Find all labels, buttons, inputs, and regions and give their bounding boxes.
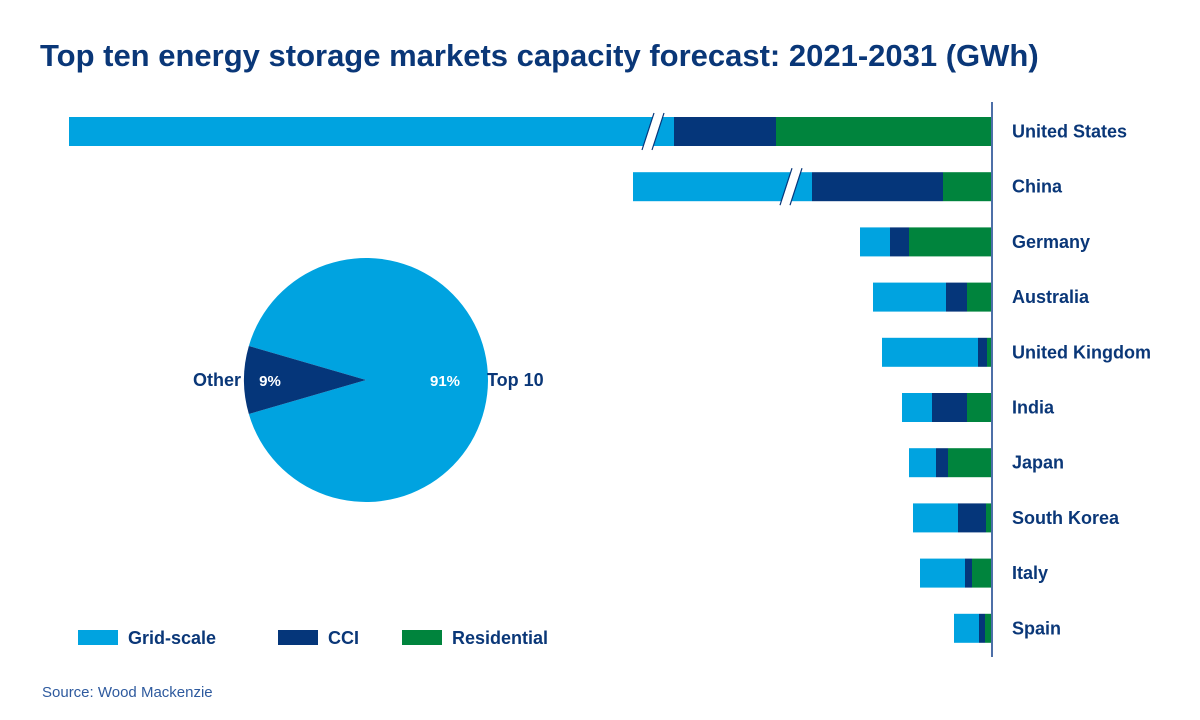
bar-grid-scale-south-korea	[913, 503, 958, 533]
category-label: United States	[1012, 122, 1127, 142]
bar-residential-japan	[948, 448, 992, 478]
category-label: Japan	[1012, 453, 1064, 473]
axis-break-mark	[641, 112, 655, 151]
bar-grid-scale-united-kingdom	[882, 337, 978, 367]
bar-cci-united-states	[674, 117, 776, 146]
bar-residential-united-kingdom	[987, 337, 992, 367]
pie-slice-other	[243, 345, 366, 415]
category-label: Australia	[1012, 287, 1090, 307]
legend-swatch-residential	[402, 630, 442, 645]
bar-cci-spain	[979, 613, 985, 643]
legend-swatch-grid-scale	[78, 630, 118, 645]
category-label: India	[1012, 398, 1055, 418]
category-label: China	[1012, 177, 1063, 197]
bar-grid-scale-germany	[860, 227, 890, 257]
category-label: Italy	[1012, 563, 1048, 583]
category-label: South Korea	[1012, 508, 1120, 528]
bar-residential-india	[967, 393, 992, 422]
bar-cci-japan	[936, 448, 948, 478]
bar-residential-australia	[967, 282, 992, 312]
bar-residential-spain	[985, 613, 992, 643]
bar-grid-scale-china	[633, 172, 812, 202]
bar-cci-australia	[946, 282, 967, 312]
bar-cci-india	[932, 393, 967, 422]
bar-residential-united-states	[776, 117, 992, 146]
category-label: Germany	[1012, 232, 1090, 252]
bar-grid-scale-india	[902, 393, 932, 422]
axis-break-gap	[780, 168, 802, 206]
category-label: United Kingdom	[1012, 342, 1151, 362]
bar-cci-united-kingdom	[978, 337, 987, 367]
chart-title: Top ten energy storage markets capacity …	[40, 38, 1039, 73]
legend-label-grid-scale: Grid-scale	[128, 628, 216, 648]
bar-grid-scale-spain	[954, 613, 979, 643]
legend-swatch-cci	[278, 630, 318, 645]
pie-label-top-10: Top 10	[487, 370, 544, 390]
axis-break-mark	[779, 168, 793, 206]
axis-break-gap	[642, 113, 664, 150]
bar-residential-china	[943, 172, 992, 202]
bar-residential-south-korea	[986, 503, 992, 533]
category-label: Spain	[1012, 618, 1061, 638]
legend-label-residential: Residential	[452, 628, 548, 648]
legend-label-cci: CCI	[328, 628, 359, 648]
bar-residential-germany	[909, 227, 992, 257]
bar-grid-scale-united-states	[69, 117, 674, 146]
pie-data-label-other: 9%	[259, 373, 281, 390]
bar-cci-south-korea	[958, 503, 986, 533]
bar-grid-scale-japan	[909, 448, 936, 478]
pie-label-other: Other	[193, 370, 241, 390]
bar-grid-scale-australia	[873, 282, 946, 312]
bar-grid-scale-italy	[920, 558, 965, 588]
bar-residential-italy	[972, 558, 992, 588]
bar-cci-germany	[890, 227, 909, 257]
bar-cci-italy	[965, 558, 972, 588]
bar-cci-china	[812, 172, 943, 202]
pie-data-label-top-10: 91%	[430, 373, 460, 390]
axis-break-mark	[651, 112, 665, 151]
source-note: Source: Wood Mackenzie	[42, 684, 213, 701]
pie-slice-top-10	[248, 258, 488, 502]
axis-break-mark	[789, 168, 803, 206]
